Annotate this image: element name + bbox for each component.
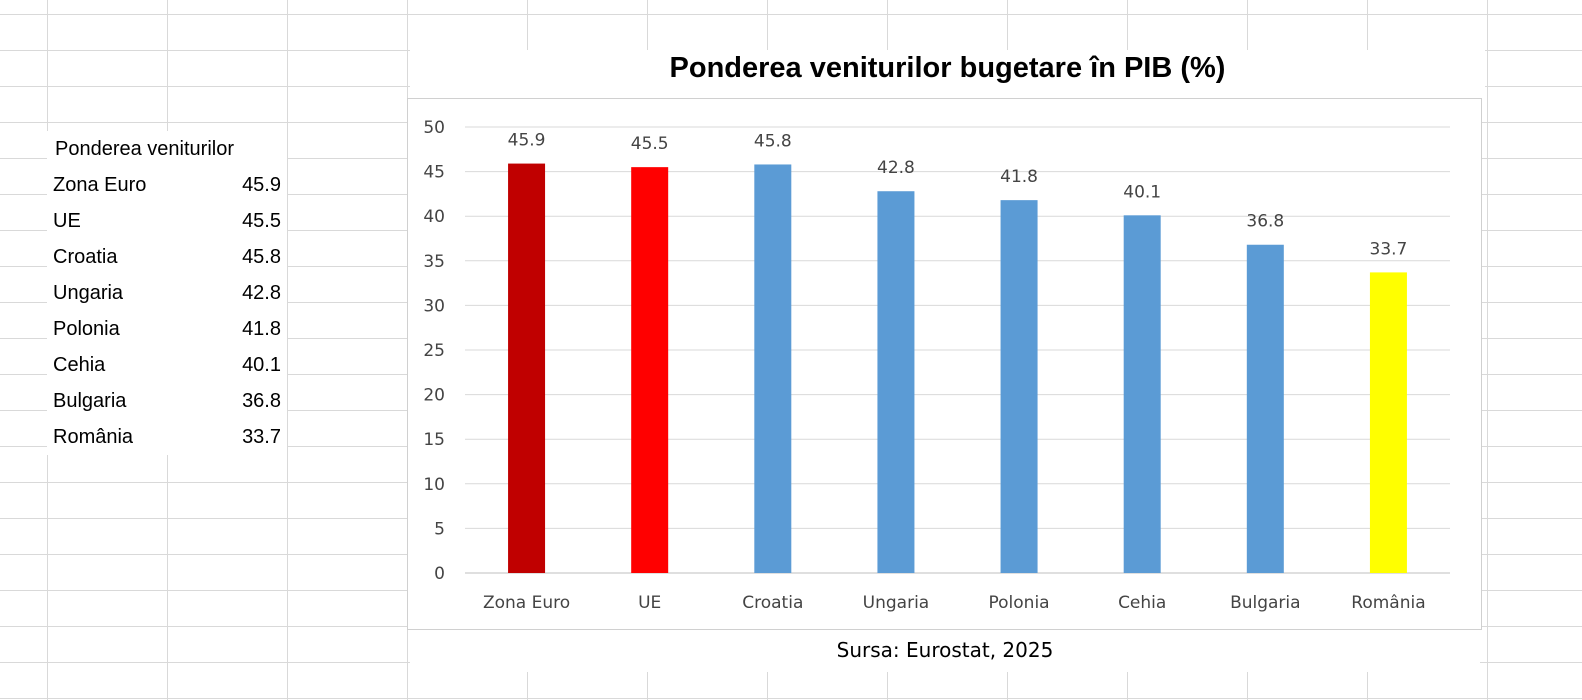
- y-tick-label: 45: [423, 163, 445, 183]
- y-tick-label: 50: [423, 118, 445, 138]
- x-tick-label: Bulgaria: [1230, 593, 1301, 613]
- row-value: 45.9: [242, 174, 281, 196]
- data-label: 40.1: [1123, 182, 1161, 202]
- y-tick-label: 15: [423, 430, 445, 450]
- bar: [1369, 272, 1407, 573]
- data-table: Ponderea veniturilor Zona Euro 45.9 UE 4…: [47, 131, 287, 455]
- bar-chart[interactable]: 0 5 10 15 20 25 30 35 40 45 50 45.9 Zona Euro 45.5 UE 4…: [407, 98, 1480, 628]
- table-row[interactable]: UE 45.5: [47, 203, 287, 239]
- table-row[interactable]: Croatia 45.8: [47, 239, 287, 275]
- y-tick-label: 20: [423, 386, 445, 406]
- row-label: România: [53, 426, 134, 448]
- bar: [754, 164, 792, 573]
- x-tick-label: Zona Euro: [483, 593, 570, 613]
- x-tick-label: Croatia: [742, 593, 803, 613]
- data-label: 45.5: [631, 134, 669, 154]
- y-tick-label: 40: [423, 207, 445, 227]
- row-value: 40.1: [242, 354, 281, 376]
- table-row[interactable]: Cehia 40.1: [47, 347, 287, 383]
- y-tick-label: 25: [423, 341, 445, 361]
- y-tick-label: 35: [423, 252, 445, 272]
- table-row[interactable]: România 33.7: [47, 419, 287, 455]
- source-note[interactable]: Sursa: Eurostat, 2025: [836, 638, 1054, 662]
- table-row[interactable]: Zona Euro 45.9: [47, 167, 287, 203]
- y-tick-label: 10: [423, 475, 445, 495]
- row-value: 45.5: [242, 210, 281, 232]
- row-label: Ungaria: [53, 282, 124, 304]
- chart-area[interactable]: [407, 98, 1482, 630]
- data-label: 42.8: [877, 158, 915, 178]
- source-background: [410, 630, 1480, 672]
- row-value: 36.8: [242, 390, 281, 412]
- x-tick-label: România: [1351, 593, 1425, 613]
- data-label: 33.7: [1370, 239, 1408, 259]
- bar: [631, 167, 669, 573]
- table-row[interactable]: Bulgaria 36.8: [47, 383, 287, 419]
- bar: [1246, 244, 1284, 573]
- bar: [1000, 200, 1038, 574]
- row-label: Cehia: [53, 354, 106, 376]
- row-label: Polonia: [53, 318, 120, 340]
- chart-title[interactable]: Ponderea veniturilor bugetare în PIB (%): [669, 52, 1226, 84]
- chart-title-background: [410, 50, 1485, 98]
- y-tick-label: 5: [434, 519, 445, 539]
- data-label: 45.8: [754, 131, 792, 151]
- y-tick-label: 30: [423, 296, 445, 316]
- x-tick-label: Ungaria: [863, 593, 930, 613]
- bar: [877, 191, 915, 573]
- row-label: Zona Euro: [53, 174, 147, 196]
- x-tick-label: UE: [638, 593, 661, 613]
- row-value: 33.7: [242, 426, 281, 448]
- table-header[interactable]: Ponderea veniturilor: [55, 138, 234, 160]
- row-label: Bulgaria: [53, 390, 127, 412]
- row-label: UE: [53, 210, 81, 232]
- row-value: 41.8: [242, 318, 281, 340]
- bar: [1123, 215, 1161, 574]
- data-label: 45.9: [508, 131, 546, 151]
- table-row[interactable]: Ungaria 42.8: [47, 275, 287, 311]
- bar: [508, 163, 546, 573]
- table-row[interactable]: Polonia 41.8: [47, 311, 287, 347]
- row-value: 42.8: [242, 282, 281, 304]
- x-tick-label: Cehia: [1118, 593, 1166, 613]
- data-label: 41.8: [1000, 167, 1038, 187]
- y-tick-label: 0: [434, 564, 445, 584]
- data-label: 36.8: [1246, 212, 1284, 232]
- x-tick-label: Polonia: [989, 593, 1050, 613]
- row-value: 45.8: [242, 246, 281, 268]
- row-label: Croatia: [53, 246, 118, 268]
